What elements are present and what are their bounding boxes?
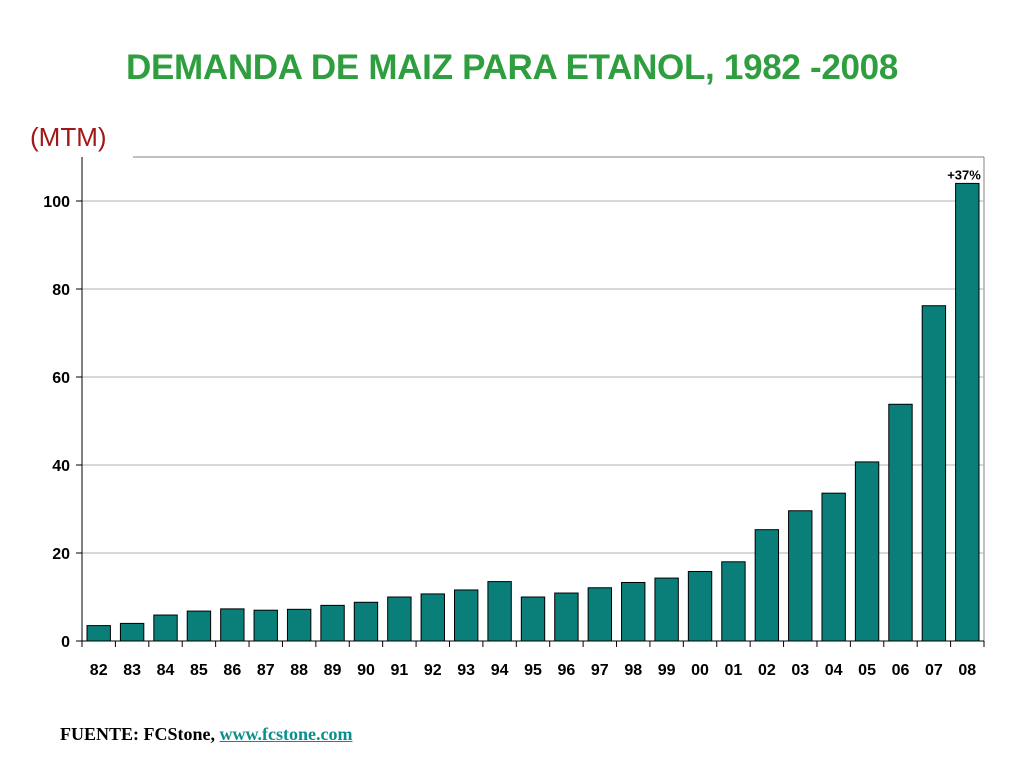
source-note: FUENTE: FCStone, www.fcstone.com xyxy=(60,724,353,745)
bar-93 xyxy=(453,589,479,642)
bar-96 xyxy=(554,592,579,642)
y-axis-ticks: 0 20 40 60 80 100 xyxy=(43,157,83,651)
bar-95 xyxy=(520,596,546,642)
bar-97 xyxy=(587,587,613,642)
bar-88 xyxy=(286,608,312,642)
x-tick-label: 07 xyxy=(925,662,943,679)
bar-00 xyxy=(687,570,713,642)
x-tick-label: 05 xyxy=(858,662,876,679)
x-tick-label: 86 xyxy=(223,662,241,679)
x-tick-label: 00 xyxy=(691,662,709,679)
x-tick-label: 95 xyxy=(524,662,542,679)
x-tick-label: 83 xyxy=(123,662,141,679)
annotation-label: +37% xyxy=(947,167,981,182)
x-tick-label: 94 xyxy=(491,662,509,679)
chart-title: DEMANDA DE MAIZ PARA ETANOL, 1982 -2008 xyxy=(125,48,899,87)
source-prefix: FUENTE: FCStone, xyxy=(60,724,220,744)
y-tick-label: 40 xyxy=(52,458,70,475)
bar-08 xyxy=(955,182,980,642)
x-tick-label: 85 xyxy=(190,662,208,679)
x-tick-label: 90 xyxy=(357,662,375,679)
x-tick-label: 03 xyxy=(791,662,809,679)
x-tick-label: 92 xyxy=(424,662,442,679)
x-tick-label: 98 xyxy=(624,662,642,679)
x-tick-label: 88 xyxy=(290,662,308,679)
x-tick-label: 01 xyxy=(725,662,743,679)
x-tick-label: 89 xyxy=(324,662,342,679)
bar-92 xyxy=(420,593,445,642)
bar-98 xyxy=(621,581,646,642)
bar-84 xyxy=(153,614,178,642)
bar-90 xyxy=(353,601,379,642)
x-tick-label: 96 xyxy=(558,662,576,679)
bar-03 xyxy=(788,510,813,642)
chart-grid xyxy=(82,156,985,641)
y-axis-unit-label: (MTM) xyxy=(30,122,107,152)
x-tick-label: 87 xyxy=(257,662,275,679)
bar-07 xyxy=(921,305,947,642)
x-tick-label: 84 xyxy=(157,662,175,679)
y-tick-label: 80 xyxy=(52,282,70,299)
bar-06 xyxy=(888,403,913,642)
bar-99 xyxy=(654,577,679,642)
x-axis-ticks: 82 83 84 85 86 87 88 89 90 91 92 93 94 95 96 97 98 99 00 01… xyxy=(81,640,985,679)
bar-87 xyxy=(253,609,278,642)
bar-83 xyxy=(119,622,145,642)
bar-91 xyxy=(387,596,412,642)
chart-annotations: +37% xyxy=(947,167,981,182)
x-tick-label: 91 xyxy=(390,662,408,679)
x-tick-label: 02 xyxy=(758,662,776,679)
chart-bars xyxy=(86,182,980,642)
x-tick-label: 97 xyxy=(591,662,609,679)
x-tick-label: 82 xyxy=(90,662,108,679)
bar-05 xyxy=(854,461,880,642)
y-tick-label: 0 xyxy=(61,634,70,651)
bar-94 xyxy=(487,581,512,642)
y-tick-label: 60 xyxy=(52,370,70,387)
bar-02 xyxy=(754,529,780,642)
y-tick-label: 100 xyxy=(43,194,70,211)
x-tick-label: 99 xyxy=(658,662,676,679)
bar-86 xyxy=(220,608,245,642)
bar-85 xyxy=(186,610,212,642)
y-tick-label: 20 xyxy=(52,546,70,563)
x-tick-label: 08 xyxy=(958,662,976,679)
x-tick-label: 06 xyxy=(892,662,910,679)
source-link[interactable]: www.fcstone.com xyxy=(219,724,353,744)
bar-01 xyxy=(721,561,746,642)
bar-04 xyxy=(821,492,846,642)
x-tick-label: 04 xyxy=(825,662,843,679)
x-tick-label: 93 xyxy=(457,662,475,679)
bar-82 xyxy=(86,625,111,642)
bar-89 xyxy=(320,604,345,642)
